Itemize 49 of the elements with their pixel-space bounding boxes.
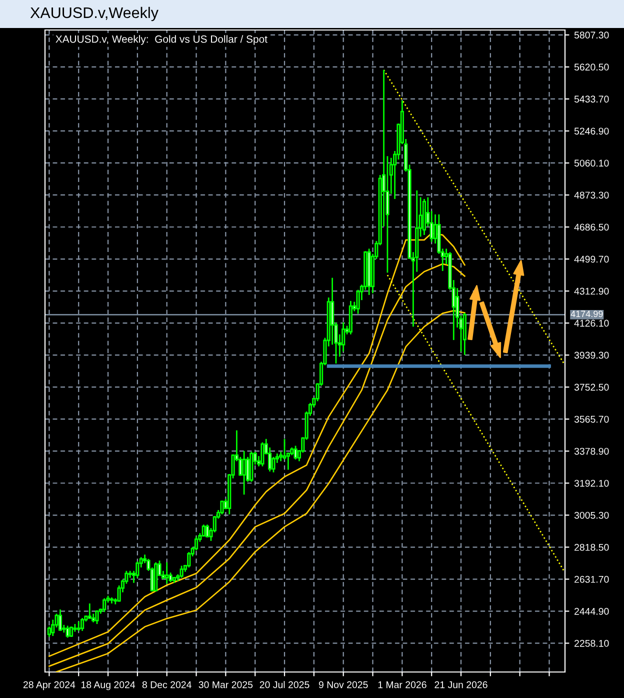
candlestick	[58, 608, 62, 632]
candlestick	[187, 551, 191, 568]
candlestick	[66, 625, 70, 638]
y-tick-label: 2631.70	[574, 576, 609, 583]
y-tick-label: 2818.50	[574, 544, 609, 551]
x-tick-label: 21 Jun 2026	[434, 681, 488, 688]
candlestick	[294, 445, 298, 460]
y-tick-label: 3752.50	[574, 384, 609, 391]
candlestick	[260, 442, 264, 468]
candlestick	[180, 565, 184, 578]
y-tick-label: 4499.70	[574, 256, 609, 263]
y-tick-label: 4312.90	[574, 288, 609, 295]
candlestick	[342, 322, 346, 352]
y-tick-label: 3005.30	[574, 512, 609, 519]
y-tick-label: 2444.90	[574, 608, 609, 615]
x-tick-label: 20 Jul 2025	[260, 681, 310, 688]
candlestick	[95, 610, 99, 625]
y-tick-label: 5807.30	[574, 32, 609, 39]
x-tick-label: 18 Aug 2024	[81, 681, 136, 690]
candlestick	[242, 450, 246, 496]
y-tick-label: 3939.30	[574, 352, 609, 359]
chart-subtitle: XAUUSD.v, Weekly: Gold vs US Dollar / Spot	[56, 35, 268, 45]
x-tick-label: 28 Apr 2024	[23, 681, 76, 690]
candlestick	[102, 598, 106, 613]
y-tick-label: 5433.70	[574, 96, 609, 103]
y-tick-label: 2258.10	[574, 640, 609, 647]
candlestick	[69, 626, 74, 638]
candlestick	[206, 524, 210, 538]
y-tick-label: 3192.10	[574, 480, 609, 487]
y-tick-label: 4873.30	[574, 192, 609, 199]
x-tick-label: 8 Dec 2024	[142, 681, 192, 688]
ref-line-label: 4174.99	[570, 310, 603, 318]
candlestick	[88, 602, 92, 620]
y-tick-label: 5060.10	[574, 160, 609, 167]
x-tick-label: 9 Nov 2025	[318, 681, 368, 688]
candlestick	[80, 617, 84, 632]
candlestick	[220, 500, 224, 516]
y-tick-label: 4686.50	[574, 224, 609, 231]
candlestick	[165, 562, 169, 584]
y-tick-label: 5246.90	[574, 128, 609, 135]
candlestick	[272, 456, 276, 474]
y-tick-label: 4126.10	[574, 320, 609, 327]
x-tick-label: 30 Mar 2025	[198, 681, 253, 688]
candlestick	[76, 620, 80, 632]
y-tick-label: 5620.50	[574, 64, 609, 71]
chart-title: XAUUSD.v,Weekly	[30, 6, 158, 22]
y-tick-label: 3565.70	[574, 416, 609, 423]
x-tick-label: 1 Mar 2026	[378, 681, 426, 688]
y-tick-label: 3378.90	[574, 448, 609, 455]
